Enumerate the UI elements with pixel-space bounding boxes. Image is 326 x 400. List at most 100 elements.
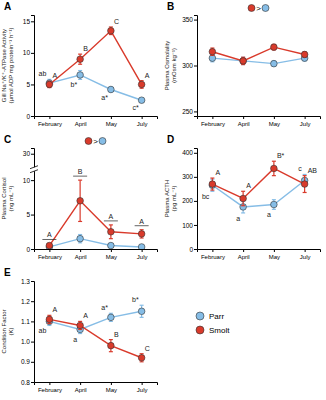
x-tick-label: February xyxy=(201,254,225,260)
y-tick: 1.1 xyxy=(21,318,34,325)
x-tick: February xyxy=(201,116,225,127)
data-point xyxy=(108,342,115,349)
y-tick: 400 xyxy=(182,149,197,156)
comparison-text: > xyxy=(256,4,261,13)
y-tick-mark xyxy=(194,111,197,112)
significance-letter: A xyxy=(215,169,220,176)
error-cap xyxy=(47,325,51,326)
plot-area: 051030FebruaryAprilMayJulyABAA xyxy=(23,149,158,261)
x-tick-label: May xyxy=(106,121,117,127)
y-tick-mark xyxy=(31,249,34,250)
annotations: bcaacAAB*AB xyxy=(202,152,317,222)
x-axis-line xyxy=(35,117,158,120)
data-point xyxy=(301,51,308,58)
x-axis: FebruaryAprilMayJuly xyxy=(35,382,158,393)
y-tick-mark xyxy=(31,281,34,282)
y-axis-title-line: (µmol ADP mg protein⁻¹ h⁻¹) xyxy=(8,27,14,103)
y-tick-label: 10 xyxy=(23,49,31,56)
y-tick: 100 xyxy=(182,222,197,229)
legend-swatch xyxy=(196,312,204,320)
y-tick: 300 xyxy=(182,62,197,69)
error-cap xyxy=(47,315,51,316)
plot-area: 0.80.91.01.11.21.3FebruaryAprilMayJulyab… xyxy=(21,278,158,394)
error-cap xyxy=(303,175,307,176)
panel: 051015FebruaryAprilMayJulyabb*a*c*ABCAGi… xyxy=(1,1,158,127)
data-point xyxy=(209,55,216,62)
error-cap xyxy=(140,317,144,318)
y-tick: 30 xyxy=(23,150,34,157)
y-axis: 0.80.91.01.11.21.3 xyxy=(21,278,35,386)
y-axis-title: Plasma Osmolality(mOsm kg⁻¹) xyxy=(164,41,177,91)
data-point xyxy=(108,86,115,93)
series-line xyxy=(49,75,141,100)
error-cap xyxy=(109,313,113,314)
significance-letter: A xyxy=(139,218,144,225)
significance-letter: a xyxy=(73,336,77,343)
y-tick-mark xyxy=(194,66,197,67)
comparison: > xyxy=(248,4,269,13)
data-point xyxy=(77,322,84,329)
y-axis-title: Plasma Cortisol(ng mL⁻¹) xyxy=(1,177,14,219)
y-tick-mark xyxy=(31,116,34,117)
data-point xyxy=(240,58,247,65)
error-cap xyxy=(140,229,144,230)
x-tick-label: May xyxy=(269,254,280,260)
y-tick-mark xyxy=(31,154,34,155)
error-cap xyxy=(78,333,82,334)
y-tick: 200 xyxy=(182,197,197,204)
y-tick-mark xyxy=(194,153,197,154)
significance-letter: b* xyxy=(71,81,78,88)
y-axis: 051030 xyxy=(23,149,35,253)
plot-area: 250300350FebruaryAprilMayJuly xyxy=(182,16,320,128)
error-cap xyxy=(78,242,82,243)
y-tick: 250 xyxy=(182,108,197,115)
data-point xyxy=(271,44,278,51)
y-tick-label: 15 xyxy=(23,18,31,25)
error-cap xyxy=(303,192,307,193)
x-tick: April xyxy=(75,116,87,127)
x-tick-label: May xyxy=(106,387,117,393)
plot-area: 051015FebruaryAprilMayJulyabb*a*c*ABCA xyxy=(23,16,158,128)
error-cap xyxy=(78,70,82,71)
y-tick-mark xyxy=(31,321,34,322)
y-tick: 300 xyxy=(182,173,197,180)
y-axis: 0100200300400 xyxy=(182,149,197,253)
data-point xyxy=(301,181,308,188)
error-cap xyxy=(140,237,144,238)
error-cap xyxy=(109,238,113,239)
x-tick-mark xyxy=(49,382,50,385)
pooled-bracket xyxy=(42,239,56,240)
x-tick-label: February xyxy=(38,121,62,127)
error-cap xyxy=(140,361,144,362)
y-axis-title-line: Gill Na⁺/K⁺-ATPase Activity xyxy=(1,29,7,102)
comparison-dot xyxy=(85,138,92,145)
panel-label: A xyxy=(4,1,11,12)
x-axis-line xyxy=(35,383,158,386)
y-tick-label: 0.8 xyxy=(21,379,30,386)
x-tick: February xyxy=(38,382,62,393)
x-tick: February xyxy=(38,249,62,260)
error-cap xyxy=(78,321,82,322)
comparison-text: > xyxy=(93,137,98,146)
error-cap xyxy=(272,209,276,210)
significance-letter: b* xyxy=(132,296,139,303)
data-point xyxy=(271,201,278,208)
series-line xyxy=(49,31,141,85)
x-tick: April xyxy=(75,382,87,393)
x-tick-label: April xyxy=(75,387,87,393)
data-point xyxy=(46,81,53,88)
y-tick-label: 1.3 xyxy=(21,278,30,285)
x-tick-label: April xyxy=(75,121,87,127)
x-tick-mark xyxy=(80,116,81,119)
data-point xyxy=(108,242,115,249)
y-axis-line xyxy=(31,149,35,250)
x-tick-mark xyxy=(111,116,112,119)
comparison-dot xyxy=(248,5,255,12)
y-tick: 15 xyxy=(23,18,34,25)
x-tick-mark xyxy=(142,249,143,252)
x-tick-mark xyxy=(111,382,112,385)
marks xyxy=(46,180,145,249)
y-axis-title-line: (K) xyxy=(8,328,14,336)
y-tick-label: 30 xyxy=(23,150,31,157)
error-cap xyxy=(78,64,82,65)
